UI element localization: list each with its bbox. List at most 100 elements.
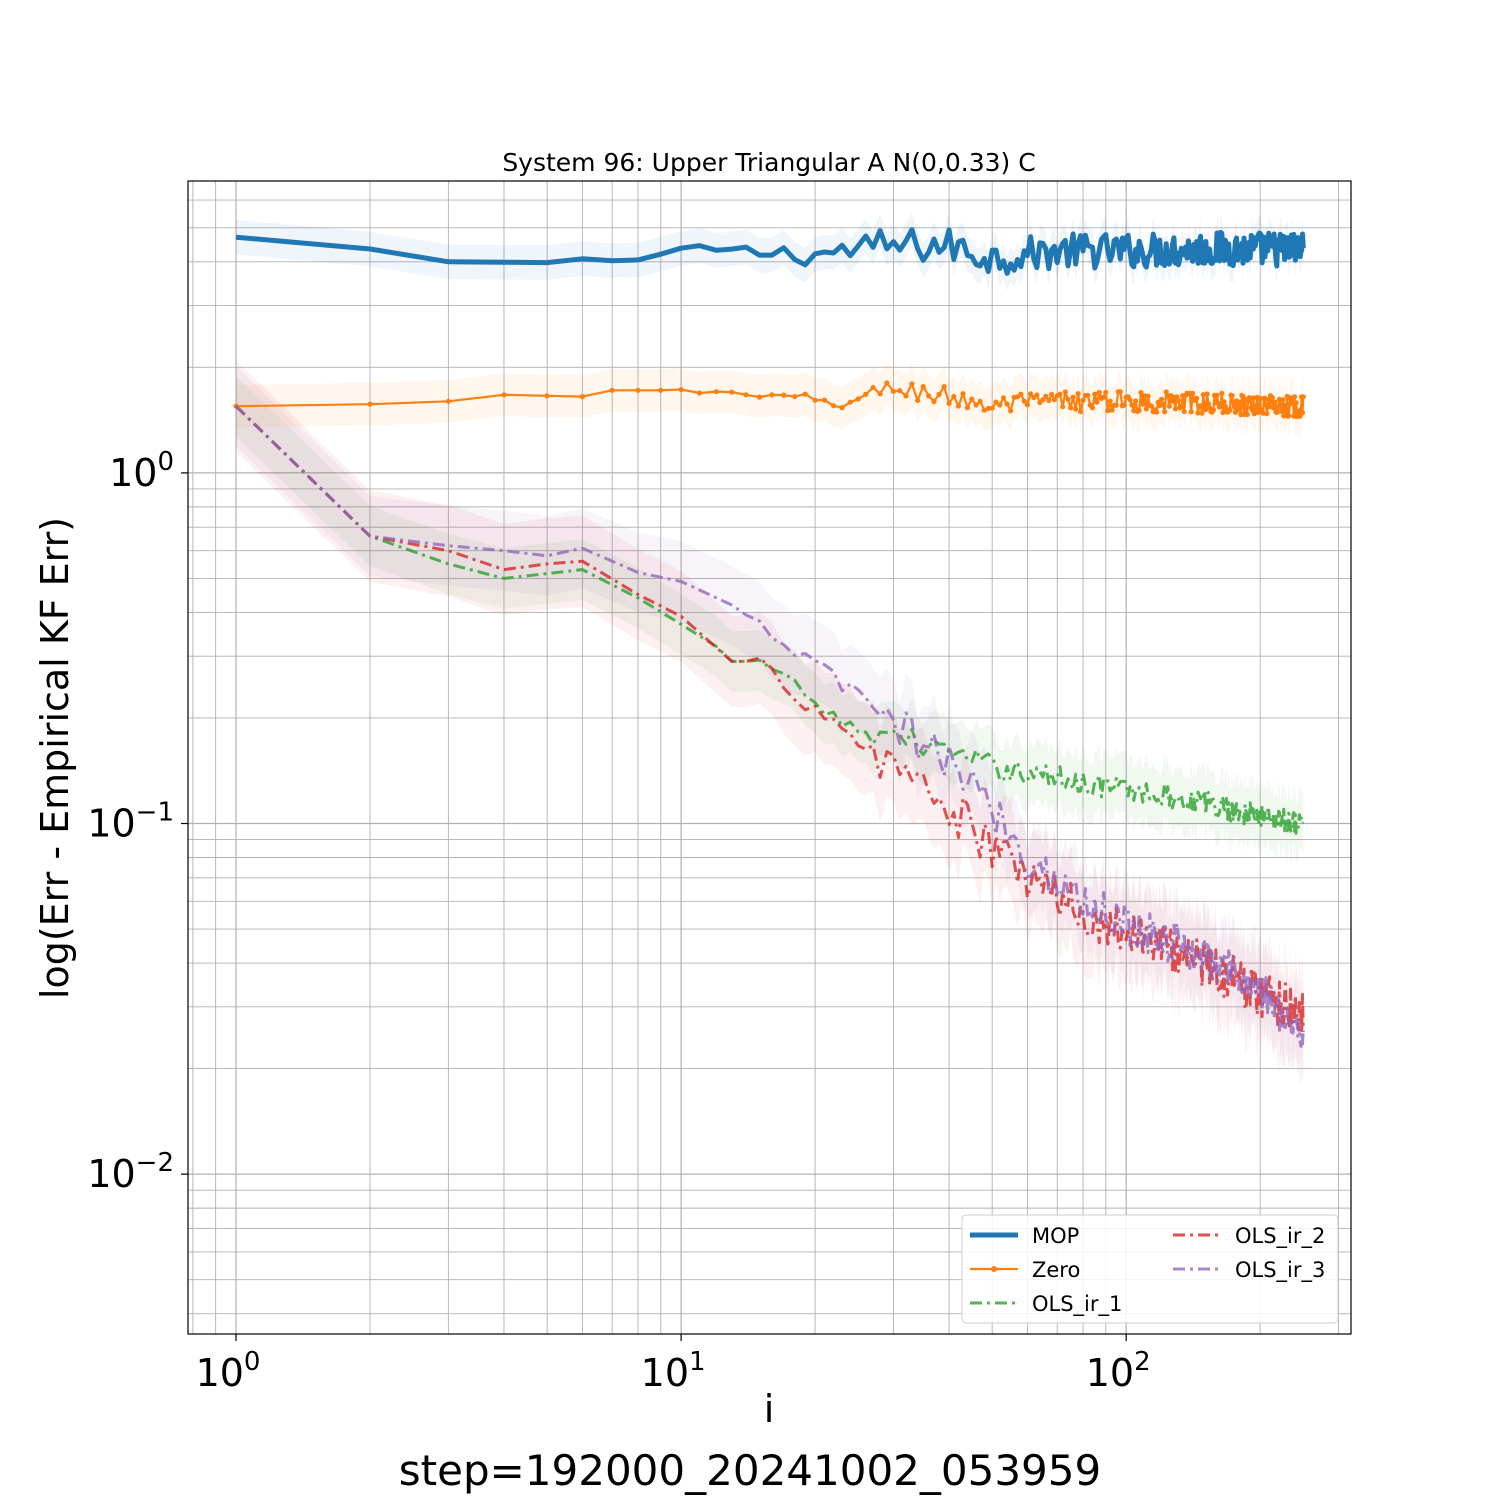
series-point-Zero [936,391,942,397]
series-point-Zero [1269,395,1275,401]
series-point-Zero [946,400,952,406]
series-point-Zero [1070,394,1076,400]
footer-caption: step=192000_20241002_053959 [399,1446,1101,1495]
series-point-Zero [1021,398,1027,404]
series-point-Zero [1028,391,1034,397]
series-point-Zero [609,387,615,393]
series-point-Zero [1162,409,1168,415]
x-axis-label: i [764,1387,775,1431]
series-point-Zero [756,394,763,400]
series-point-Zero [1264,411,1270,417]
y-tick-label: 10−1 [87,798,174,846]
series-point-Zero [1089,405,1096,411]
series-point-Zero [1101,394,1107,400]
series-line-OLS_ir_1 [234,405,1305,835]
series-point-Zero [1085,392,1091,398]
series-point-Zero [802,391,808,397]
series-point-Zero [769,392,775,398]
series-point-Zero [1237,399,1243,405]
series-line-MOP [235,227,1306,276]
series-point-Zero [1046,397,1052,403]
series-point-Zero [1190,390,1196,397]
series-point-Zero [920,384,926,390]
series-point-Zero [981,407,987,413]
legend-entry-OLS_ir_1: OLS_ir_1 [970,1292,1122,1317]
series-point-Zero [501,392,507,398]
series-point-Zero [985,405,991,411]
series-point-Zero [1148,403,1155,409]
series-point-Zero [1133,398,1139,404]
series-point-Zero [1127,397,1133,403]
series-point-Zero [743,392,749,398]
series-point-Zero [1210,407,1216,413]
series-point-Zero [993,399,999,405]
series-point-Zero [997,402,1003,408]
series-point-Zero [1204,391,1210,397]
series-point-Zero [1153,409,1160,415]
series-point-Zero [1300,394,1306,400]
series-point-Zero [713,389,719,395]
x-tick-label: 101 [641,1347,706,1395]
series-point-Zero [1169,398,1175,404]
series-point-Zero [658,387,664,393]
chart-title: System 96: Upper Triangular A N(0,0.33) … [502,148,1035,177]
series-point-Zero [973,402,979,408]
series-point-Zero [1049,391,1055,397]
series-point-Zero [926,393,932,399]
series-point-Zero [909,381,915,387]
series-point-Zero [877,391,883,397]
series-point-Zero [1221,399,1227,405]
series-point-Zero [977,398,983,404]
band-Zero [236,361,1304,438]
series-point-Zero [897,388,903,394]
series-point-Zero [1160,401,1166,407]
series-point-Zero [1257,395,1263,402]
series-point-Zero [1229,393,1235,399]
series-point-Zero [1080,397,1086,403]
series-point-Zero [1145,393,1151,399]
series-point-Zero [1138,390,1144,396]
series-point-Zero [955,403,962,409]
series-point-Zero [812,397,818,403]
series-point-Zero [1271,405,1277,411]
series-point-Zero [678,386,684,393]
series-point-Zero [863,391,869,397]
series-point-Zero [1000,395,1007,401]
series-point-Zero [1178,404,1184,410]
series-point-Zero [1172,406,1178,412]
series-point-Zero [1073,406,1079,412]
series-point-Zero [1199,410,1205,416]
series-point-Zero [1068,405,1074,411]
legend-box [961,1214,1339,1324]
grid [188,181,1351,1334]
series-point-Zero [1057,391,1063,397]
series-point-Zero [1136,407,1142,414]
series-point-Zero [1109,407,1115,413]
legend-marker [991,1266,997,1272]
series-point-Zero [1181,408,1187,415]
legend-label: OLS_ir_1 [1032,1292,1122,1317]
series-point-Zero [1227,407,1233,413]
series-point-Zero [989,405,995,411]
x-tick-label: 100 [196,1347,261,1395]
series-point-Zero [821,397,828,403]
series-point-Zero [1096,389,1102,396]
series-point-Zero [1113,402,1119,408]
series-point-Zero [1281,413,1287,419]
y-axis-label: log(Err - Empirical KF Err) [33,517,77,999]
series-point-Zero [1283,405,1289,411]
series-point-Zero [1293,400,1299,406]
series-point-Zero [1051,397,1057,403]
series-point-Zero [1024,402,1030,408]
series-point-Zero [1121,402,1127,408]
series-point-Zero [1117,389,1123,395]
y-tick-label: 100 [109,447,174,495]
series-point-Zero [903,393,909,399]
series-lines [233,227,1306,1048]
series-point-Zero [1286,413,1292,419]
series-point-Zero [729,389,735,395]
series-point-Zero [1175,397,1181,403]
series-point-Zero [1018,391,1024,397]
plot-frame [187,180,1352,1335]
